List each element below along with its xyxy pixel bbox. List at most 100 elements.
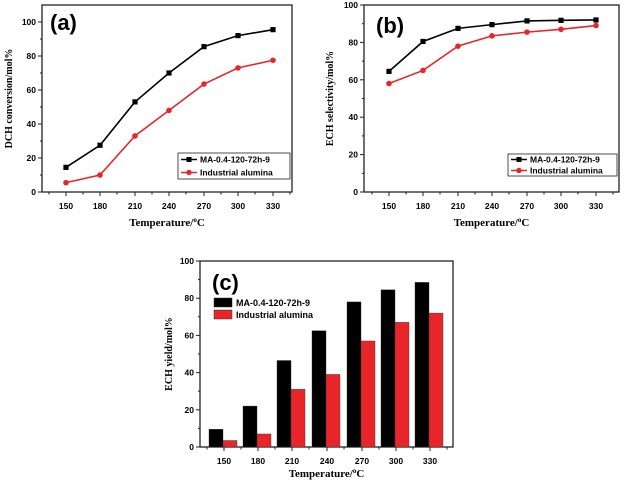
- legend-label: MA-0.4-120-72h-9: [236, 298, 310, 308]
- y-axis-label: ECH yield/mol%: [164, 317, 175, 391]
- y-tick-label: 80: [27, 51, 37, 61]
- x-tick-label: 180: [251, 456, 265, 466]
- panel-label: (b): [376, 13, 404, 38]
- bar: [311, 330, 327, 448]
- legend-swatch: [213, 309, 233, 320]
- legend-entry: MA-0.4-120-72h-9: [181, 155, 270, 165]
- bar: [380, 289, 396, 448]
- x-tick-label: 240: [320, 456, 334, 466]
- data-point: [455, 25, 461, 31]
- x-tick-label: 330: [423, 456, 437, 466]
- x-tick-label: 180: [93, 201, 107, 211]
- legend-label: Industrial alumina: [530, 166, 603, 176]
- y-axis-label: DCH conversion/mol%: [4, 49, 15, 149]
- x-axis-label: Temperature/oC: [129, 216, 205, 229]
- data-point: [524, 29, 530, 35]
- data-point: [420, 67, 426, 74]
- data-point: [63, 164, 69, 170]
- plot-frame: [41, 4, 293, 193]
- x-axis-label: Temperature/oC: [289, 467, 365, 480]
- x-tick-label: 150: [382, 201, 396, 211]
- x-tick-label: 270: [355, 456, 369, 466]
- x-tick-label: 240: [485, 201, 499, 211]
- bar: [360, 340, 376, 448]
- bar: [290, 389, 306, 448]
- bar: [394, 322, 410, 448]
- data-point: [593, 22, 599, 29]
- y-tick-label: 80: [185, 293, 195, 303]
- data-point: [235, 65, 241, 71]
- legend-marker: [516, 167, 522, 174]
- data-point: [201, 81, 207, 87]
- legend: MA-0.4-120-72h-9 Industrial alumina: [213, 297, 314, 320]
- y-tick-label: 40: [27, 119, 37, 129]
- y-axis-label: ECH selectivity/mol%: [325, 51, 336, 146]
- data-point: [386, 68, 392, 74]
- legend-marker: [186, 157, 192, 162]
- data-point: [524, 18, 530, 24]
- panel-label: (a): [50, 10, 77, 35]
- chart-b-ech-selectivity: 0 20 40 60 80 100 150 180 210 240 270 300 330 Tempera…: [325, 0, 620, 229]
- y-tick-label: 40: [185, 368, 195, 378]
- bar: [325, 374, 341, 448]
- y-tick-label: 0: [353, 187, 358, 197]
- data-point: [166, 107, 172, 114]
- legend-box: [507, 153, 618, 177]
- data-point: [270, 57, 276, 64]
- x-tick-label: 210: [451, 201, 465, 211]
- y-tick-label: 0: [31, 187, 36, 197]
- data-point: [270, 27, 276, 33]
- y-tick-label: 100: [22, 17, 36, 27]
- series-ma-0-4-120-72h-9: [63, 27, 276, 170]
- data-point: [132, 99, 138, 105]
- legend-entry: MA-0.4-120-72h-9: [511, 155, 600, 165]
- legend-label: Industrial alumina: [236, 310, 314, 320]
- x-tick-label: 270: [197, 201, 211, 211]
- data-point: [386, 80, 392, 87]
- legend-label: Industrial alumina: [200, 168, 273, 178]
- y-tick-label: 40: [349, 112, 359, 122]
- data-point: [63, 179, 69, 186]
- chart-c-ech-yield: 0 20 40 60 80 100 150 180 210 240 270 300 330 Tempera…: [164, 256, 454, 480]
- series-line: [388, 19, 597, 72]
- y-tick-label: 80: [349, 37, 359, 47]
- data-point: [558, 26, 564, 33]
- y-tick-label: 60: [27, 85, 37, 95]
- legend-entry: Industrial alumina: [181, 168, 273, 178]
- bar: [428, 312, 444, 448]
- x-tick-label: 210: [285, 456, 299, 466]
- x-tick-label: 150: [217, 456, 231, 466]
- data-point: [235, 33, 241, 39]
- y-tick-label: 100: [344, 0, 358, 10]
- x-tick-label: 150: [59, 201, 73, 211]
- x-tick-label: 300: [554, 201, 568, 211]
- data-point: [97, 172, 103, 178]
- y-tick-label: 60: [185, 330, 195, 340]
- chart-a-dch-conversion: 0 20 40 60 80 100 150 180 210 240 270 300 330 Tempera…: [4, 4, 293, 229]
- legend-entry: Industrial alumina: [511, 166, 603, 176]
- data-point: [132, 133, 138, 139]
- bar: [276, 360, 292, 448]
- data-point: [97, 142, 103, 148]
- data-point: [166, 70, 172, 76]
- data-point: [558, 17, 564, 23]
- x-tick-label: 330: [266, 201, 280, 211]
- bar: [256, 433, 272, 448]
- bar: [242, 405, 258, 448]
- legend-box: [177, 152, 291, 180]
- data-point: [420, 38, 426, 45]
- legend-swatch: [213, 297, 233, 308]
- data-point: [455, 43, 461, 49]
- bar: [208, 429, 224, 448]
- legend: MA-0.4-120-72h-9 Industrial alumina: [177, 152, 291, 180]
- y-tick-label: 20: [349, 150, 359, 160]
- series-industrial-alumina: [386, 22, 599, 87]
- series-industrial-alumina: [222, 312, 444, 448]
- legend-entry: Industrial alumina: [213, 309, 314, 320]
- y-tick-label: 0: [189, 442, 194, 452]
- legend-entry: MA-0.4-120-72h-9: [213, 297, 310, 308]
- y-tick-label: 60: [349, 75, 359, 85]
- legend-label: MA-0.4-120-72h-9: [530, 155, 600, 165]
- bar: [346, 301, 362, 448]
